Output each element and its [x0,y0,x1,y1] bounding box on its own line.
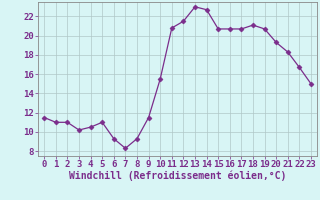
X-axis label: Windchill (Refroidissement éolien,°C): Windchill (Refroidissement éolien,°C) [69,171,286,181]
